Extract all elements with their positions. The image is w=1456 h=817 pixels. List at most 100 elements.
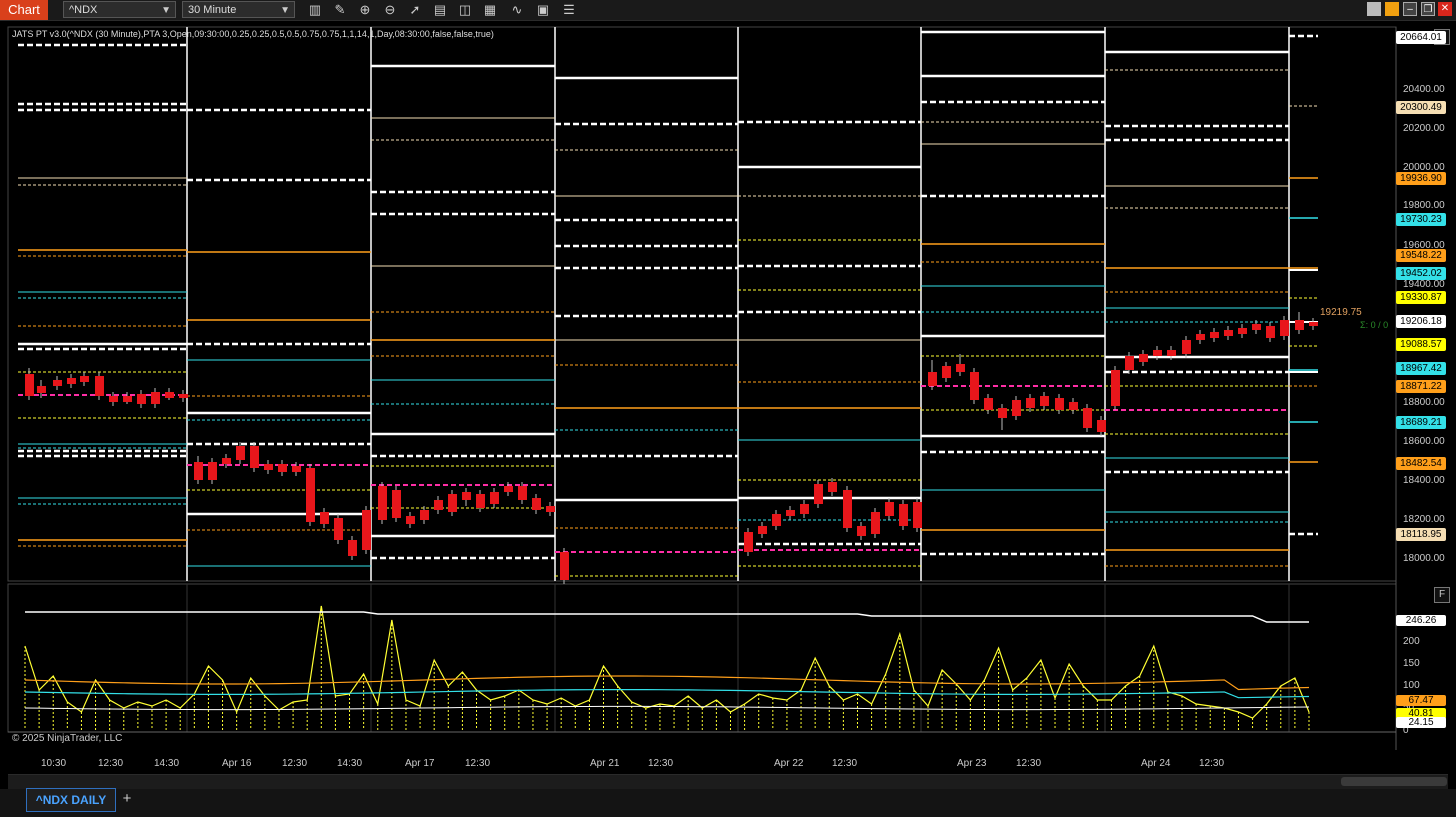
candle-body (292, 466, 301, 472)
price-tag: 18967.42 (1396, 362, 1446, 375)
time-axis-label: Apr 23 (957, 758, 987, 769)
time-axis-label: Apr 17 (405, 758, 435, 769)
price-tag: 19936.90 (1396, 172, 1446, 185)
volume-line (24, 605, 1310, 719)
candle-body (758, 526, 767, 534)
time-axis-label: 12:30 (282, 758, 308, 769)
avg-line-cyan (24, 689, 1310, 699)
tab-ndx-daily[interactable]: ^NDX DAILY (26, 788, 116, 812)
templates-icon[interactable]: ▣ (536, 2, 550, 17)
cursor-icon[interactable]: ➚ (409, 2, 421, 17)
zoom-in-icon[interactable]: ⊕ (359, 2, 371, 17)
indicator-axis-label: 100 (1403, 680, 1420, 691)
candle-body (560, 552, 569, 580)
maximize-icon[interactable]: ❐ (1421, 2, 1435, 16)
add-tab-button[interactable]: + (122, 790, 132, 807)
window-color-icon[interactable] (1367, 2, 1381, 16)
time-axis-label: 12:30 (98, 758, 124, 769)
candle-body (744, 532, 753, 552)
bar-chart-icon[interactable]: ▥ (308, 2, 322, 17)
candle-body (1111, 370, 1120, 406)
price-tag: 18871.22 (1396, 380, 1446, 393)
candle-body (137, 394, 146, 404)
candle-body (942, 366, 951, 378)
indicator-tag: 246.26 (1396, 615, 1446, 626)
link-icon[interactable] (1385, 2, 1399, 16)
candle-body (1167, 350, 1176, 356)
candle-body (236, 446, 245, 460)
price-axis-label: 18200.00 (1403, 514, 1445, 525)
candle-body (1210, 332, 1219, 338)
candle-body (109, 396, 118, 402)
minimize-icon[interactable]: – (1403, 2, 1417, 16)
candle-body (1040, 396, 1049, 406)
candle-body (165, 392, 174, 398)
candle-body (179, 394, 188, 398)
time-axis-label: Apr 16 (222, 758, 252, 769)
data-box-icon[interactable]: ▤ (433, 2, 447, 17)
candle-body (885, 502, 894, 516)
close-icon[interactable]: ✕ (1438, 2, 1452, 16)
pencil-icon[interactable]: ✎ (334, 2, 346, 17)
candle-body (928, 372, 937, 386)
cursor-price: 19219.75 (1320, 307, 1362, 318)
candle-body (320, 512, 329, 524)
candle-body (1083, 408, 1092, 428)
zoom-out-icon[interactable]: ⊖ (384, 2, 396, 17)
indicator-label: JATS PT v3.0(^NDX (30 Minute),PTA 3,Open… (12, 29, 494, 39)
price-tag: 18118.95 (1396, 528, 1446, 541)
candle-body (448, 494, 457, 512)
time-axis-label: 12:30 (1199, 758, 1225, 769)
chart-properties-icon[interactable]: ◫ (458, 2, 472, 17)
candle-body (348, 540, 357, 556)
price-tag: 19548.22 (1396, 249, 1446, 262)
chevron-down-icon: ▼ (280, 5, 290, 16)
indicator-axis-label: 50 (1403, 702, 1414, 713)
sigma-label: Σ: 0 / 0 (1360, 320, 1389, 330)
price-axis-label: 18600.00 (1403, 436, 1445, 447)
candle-body (1139, 354, 1148, 362)
candle-body (1295, 320, 1304, 330)
candle-body (434, 500, 443, 510)
price-axis-label: 20000.00 (1403, 162, 1445, 173)
app-menu-button[interactable]: Chart (0, 0, 48, 20)
candle-body (476, 494, 485, 508)
candle-body (1182, 340, 1191, 354)
horizontal-scrollbar[interactable] (8, 774, 1448, 789)
time-axis-label: 12:30 (1016, 758, 1042, 769)
list-icon[interactable]: ☰ (563, 2, 575, 17)
candle-body (462, 492, 471, 500)
panel-properties-button[interactable]: F (1434, 587, 1450, 603)
candle-body (334, 518, 343, 540)
scrollbar-thumb[interactable] (1341, 777, 1447, 786)
indicator-axis-label: 150 (1403, 658, 1420, 669)
range-line (25, 611, 1309, 623)
candle-body (306, 468, 315, 522)
candle-body (984, 398, 993, 410)
indicators-icon[interactable]: ∿ (511, 2, 523, 17)
candle-body (406, 516, 415, 524)
candle-body (1280, 320, 1289, 336)
candle-body (37, 386, 46, 393)
candle-body (532, 498, 541, 510)
copyright-text: © 2025 NinjaTrader, LLC (12, 733, 123, 744)
candle-body (95, 376, 104, 396)
candle-body (1125, 356, 1134, 370)
chart-toolbar (0, 0, 1456, 21)
interval-value: 30 Minute (188, 4, 237, 16)
candle-body (1055, 398, 1064, 410)
candle-body (956, 364, 965, 372)
candle-body (392, 490, 401, 518)
strategies-icon[interactable]: ▦ (483, 2, 497, 17)
candle-body (264, 464, 273, 470)
interval-selector[interactable]: 30 Minute ▼ (182, 1, 295, 18)
time-axis-label: Apr 21 (590, 758, 620, 769)
price-axis-label: 18800.00 (1403, 397, 1445, 408)
candle-body (420, 510, 429, 520)
candle-body (1153, 350, 1162, 356)
candle-body (518, 486, 527, 500)
instrument-selector[interactable]: ^NDX ▼ (63, 1, 176, 18)
candle-body (490, 492, 499, 504)
candle-body (278, 464, 287, 472)
